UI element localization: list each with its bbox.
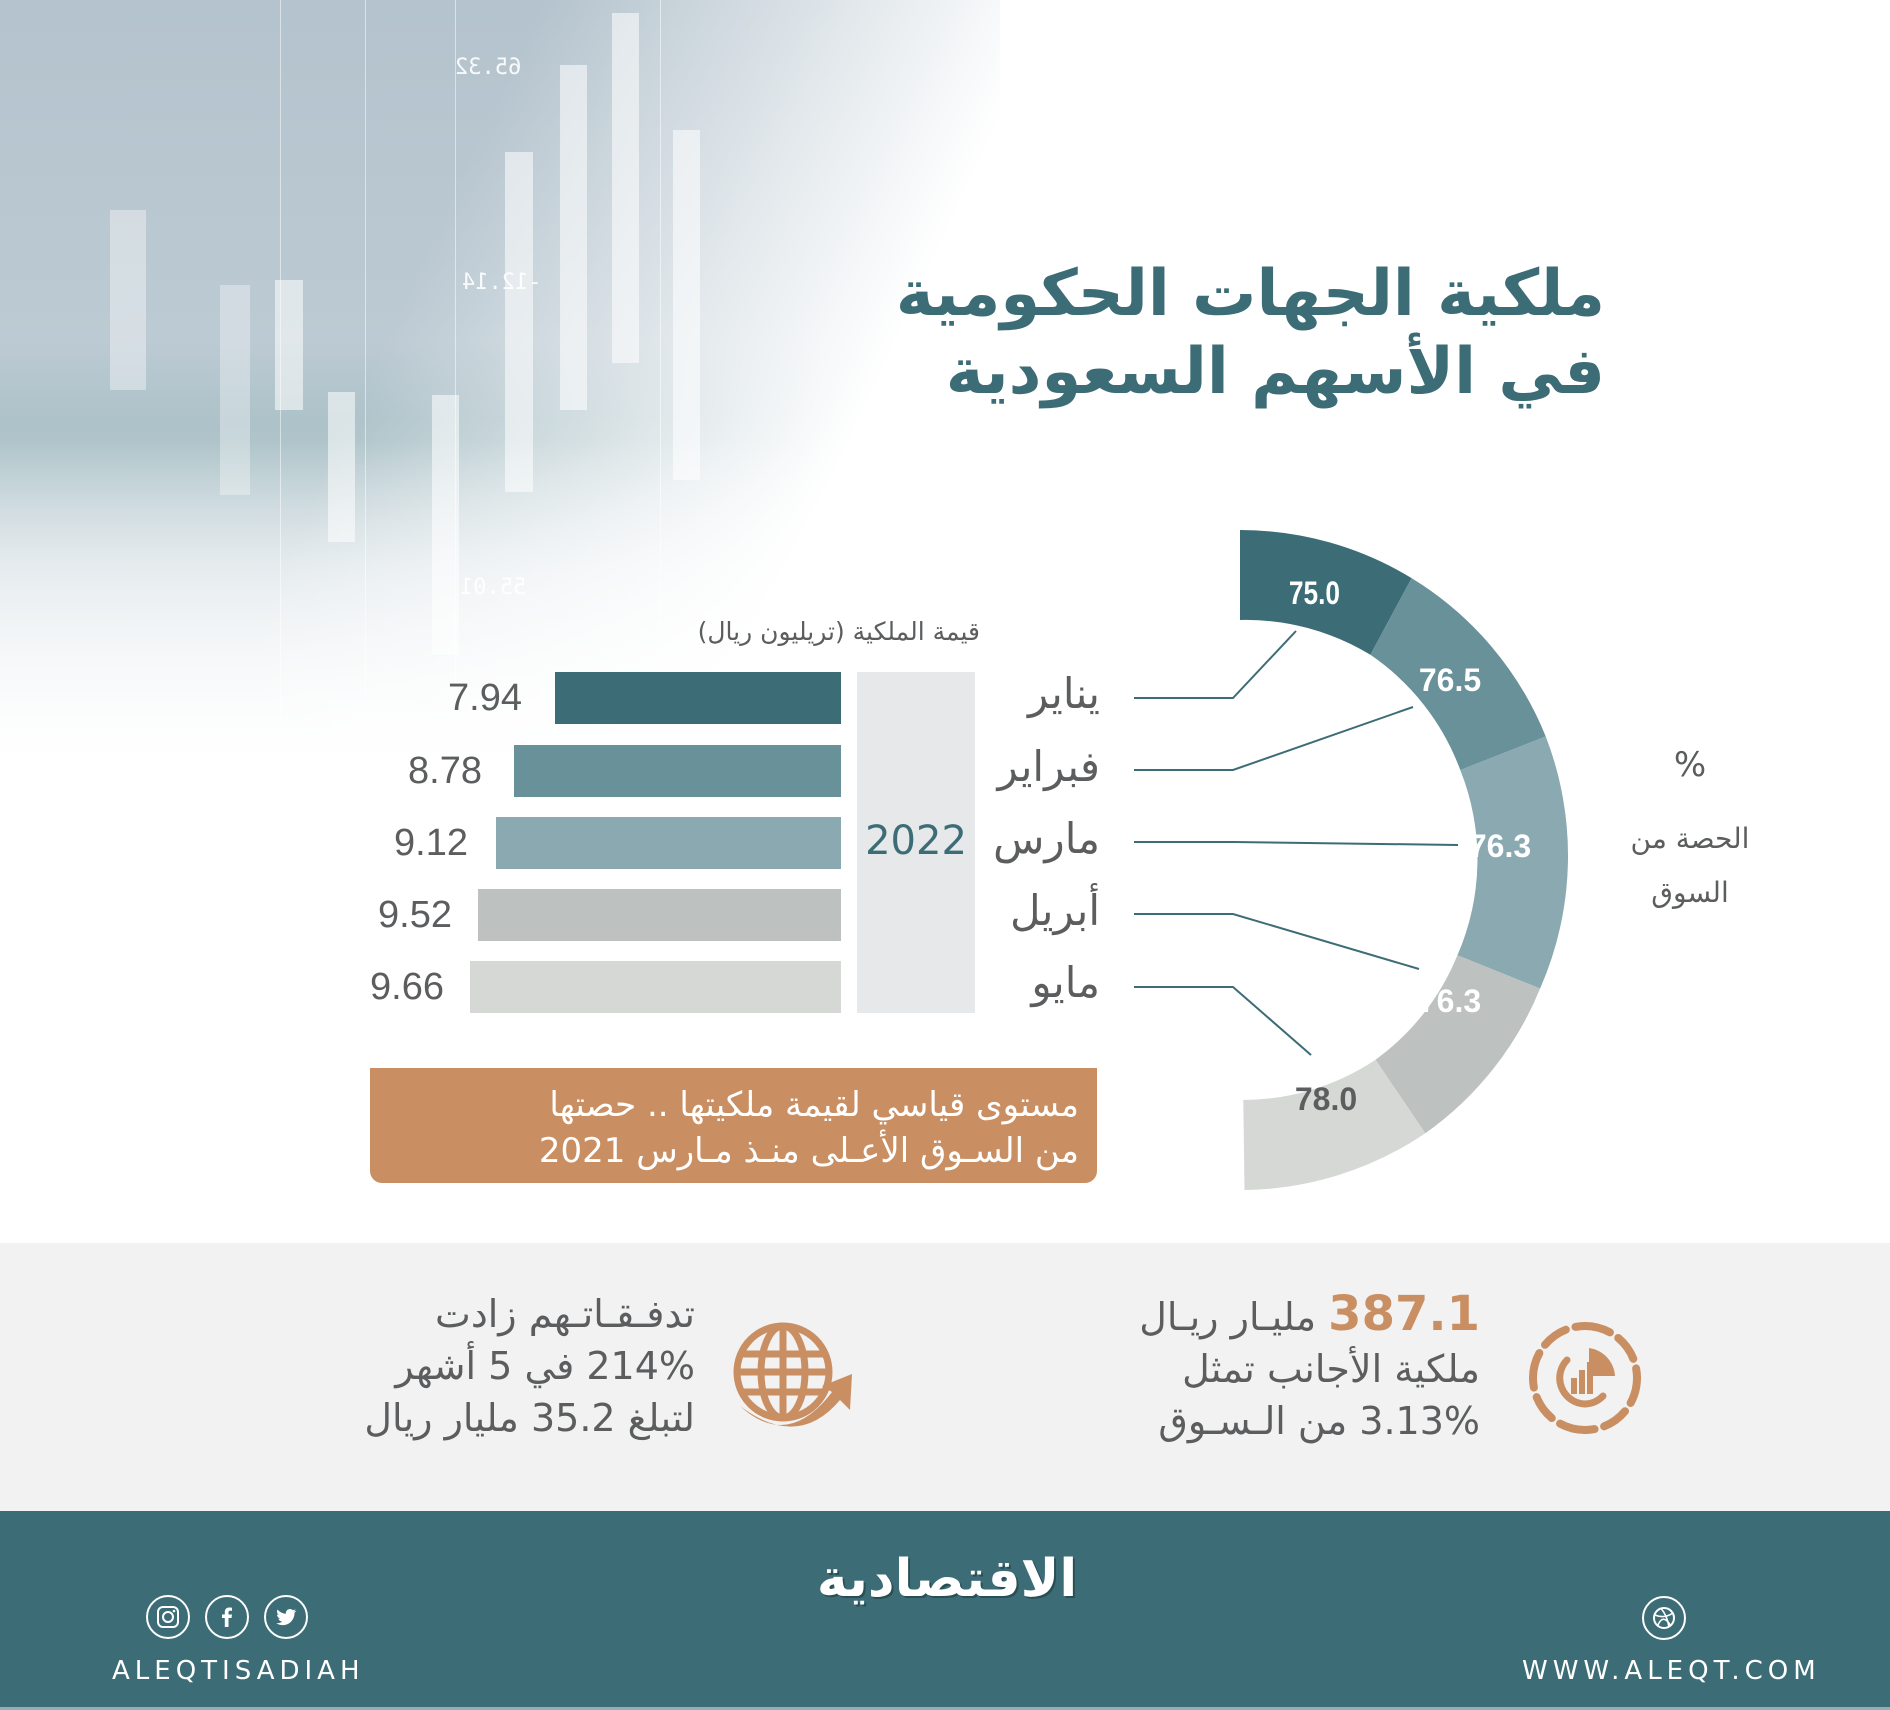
page-title-line1: ملكية الجهات الحكومية xyxy=(895,257,1605,331)
arc-segment-january xyxy=(1240,530,1412,655)
social-handle[interactable]: ALEQTISADIAH xyxy=(112,1656,365,1686)
background-image: 65.32 -12.14 55.01 xyxy=(0,0,1000,760)
globe-arrow-icon xyxy=(733,1322,852,1427)
note-line1: مستوى قياسي لقيمة ملكيتها .. حصتها xyxy=(549,1085,1079,1125)
note-line2: من السـوق الأعـلى منـذ مـارس 2021 xyxy=(538,1131,1079,1171)
social-links xyxy=(146,1595,308,1639)
dribbble-icon[interactable] xyxy=(1641,1595,1687,1645)
year-panel xyxy=(857,672,975,1013)
bar-february xyxy=(514,745,841,797)
arc-segment-april xyxy=(1375,955,1541,1134)
stat-flows: تدفـقـاتـهم زادت 214% في 5 أشهر لتبلغ 35… xyxy=(364,1292,695,1440)
bar-value-march: 9.12 xyxy=(394,822,468,864)
arc-value-january: 75.0 xyxy=(1289,577,1340,612)
share-label-line1: الحصة من xyxy=(1630,822,1750,855)
share-percent-symbol: % xyxy=(1673,745,1707,785)
month-label-january: يناير xyxy=(1027,669,1100,718)
bar-chart-unit-label: قيمة الملكية (تريليون ريال) xyxy=(697,617,980,646)
arc-value-march: 76.3 xyxy=(1469,828,1531,864)
website-link[interactable]: WWW.ALEQT.COM xyxy=(1522,1656,1821,1686)
bar-value-february: 8.78 xyxy=(408,750,482,792)
month-label-february: فبراير xyxy=(997,742,1100,791)
arc-segment-may xyxy=(1243,1059,1426,1190)
twitter-icon[interactable] xyxy=(264,1595,308,1639)
bar-may xyxy=(470,961,841,1013)
facebook-icon[interactable] xyxy=(205,1595,249,1639)
page-title-line2: في الأسهم السعودية xyxy=(945,335,1605,409)
note-box: مستوى قياسي لقيمة ملكيتها .. حصتها من ال… xyxy=(370,1068,1097,1183)
bar-value-april: 9.52 xyxy=(378,894,452,936)
stat-foreign-value: 387.1 xyxy=(1328,1286,1480,1342)
bar-march xyxy=(496,817,841,869)
bar-value-may: 9.66 xyxy=(370,966,444,1008)
share-label-line2: السوق xyxy=(1651,876,1729,909)
bar-january xyxy=(555,672,841,724)
month-label-march: مارس xyxy=(993,814,1100,863)
month-label-may: مايو xyxy=(1031,958,1100,1007)
footer-bottom-line xyxy=(0,1707,1890,1710)
instagram-icon[interactable] xyxy=(146,1595,190,1639)
arc-segment-march xyxy=(1457,736,1569,989)
arc-segment-february xyxy=(1370,578,1546,771)
stats-band xyxy=(0,1243,1890,1511)
bar-value-january: 7.94 xyxy=(448,677,522,719)
arc-value-february: 76.5 xyxy=(1419,662,1481,698)
bar-april xyxy=(478,889,841,941)
arc-value-april: 76.3 xyxy=(1419,983,1481,1019)
target-chart-icon xyxy=(1529,1322,1641,1434)
year-label: 2022 xyxy=(865,818,967,864)
brand-logo: الاقتصادية xyxy=(816,1549,1078,1609)
stat-foreign-ownership: 387.1 مليـار ريـال ملكية الأجانب تمثل 3.… xyxy=(1139,1286,1480,1443)
footer: ALEQTISADIAH الاقتصادية WWW.ALEQT.COM xyxy=(0,1511,1890,1710)
arc-value-may: 78.0 xyxy=(1295,1081,1357,1117)
month-label-april: أبريل xyxy=(1009,886,1100,935)
